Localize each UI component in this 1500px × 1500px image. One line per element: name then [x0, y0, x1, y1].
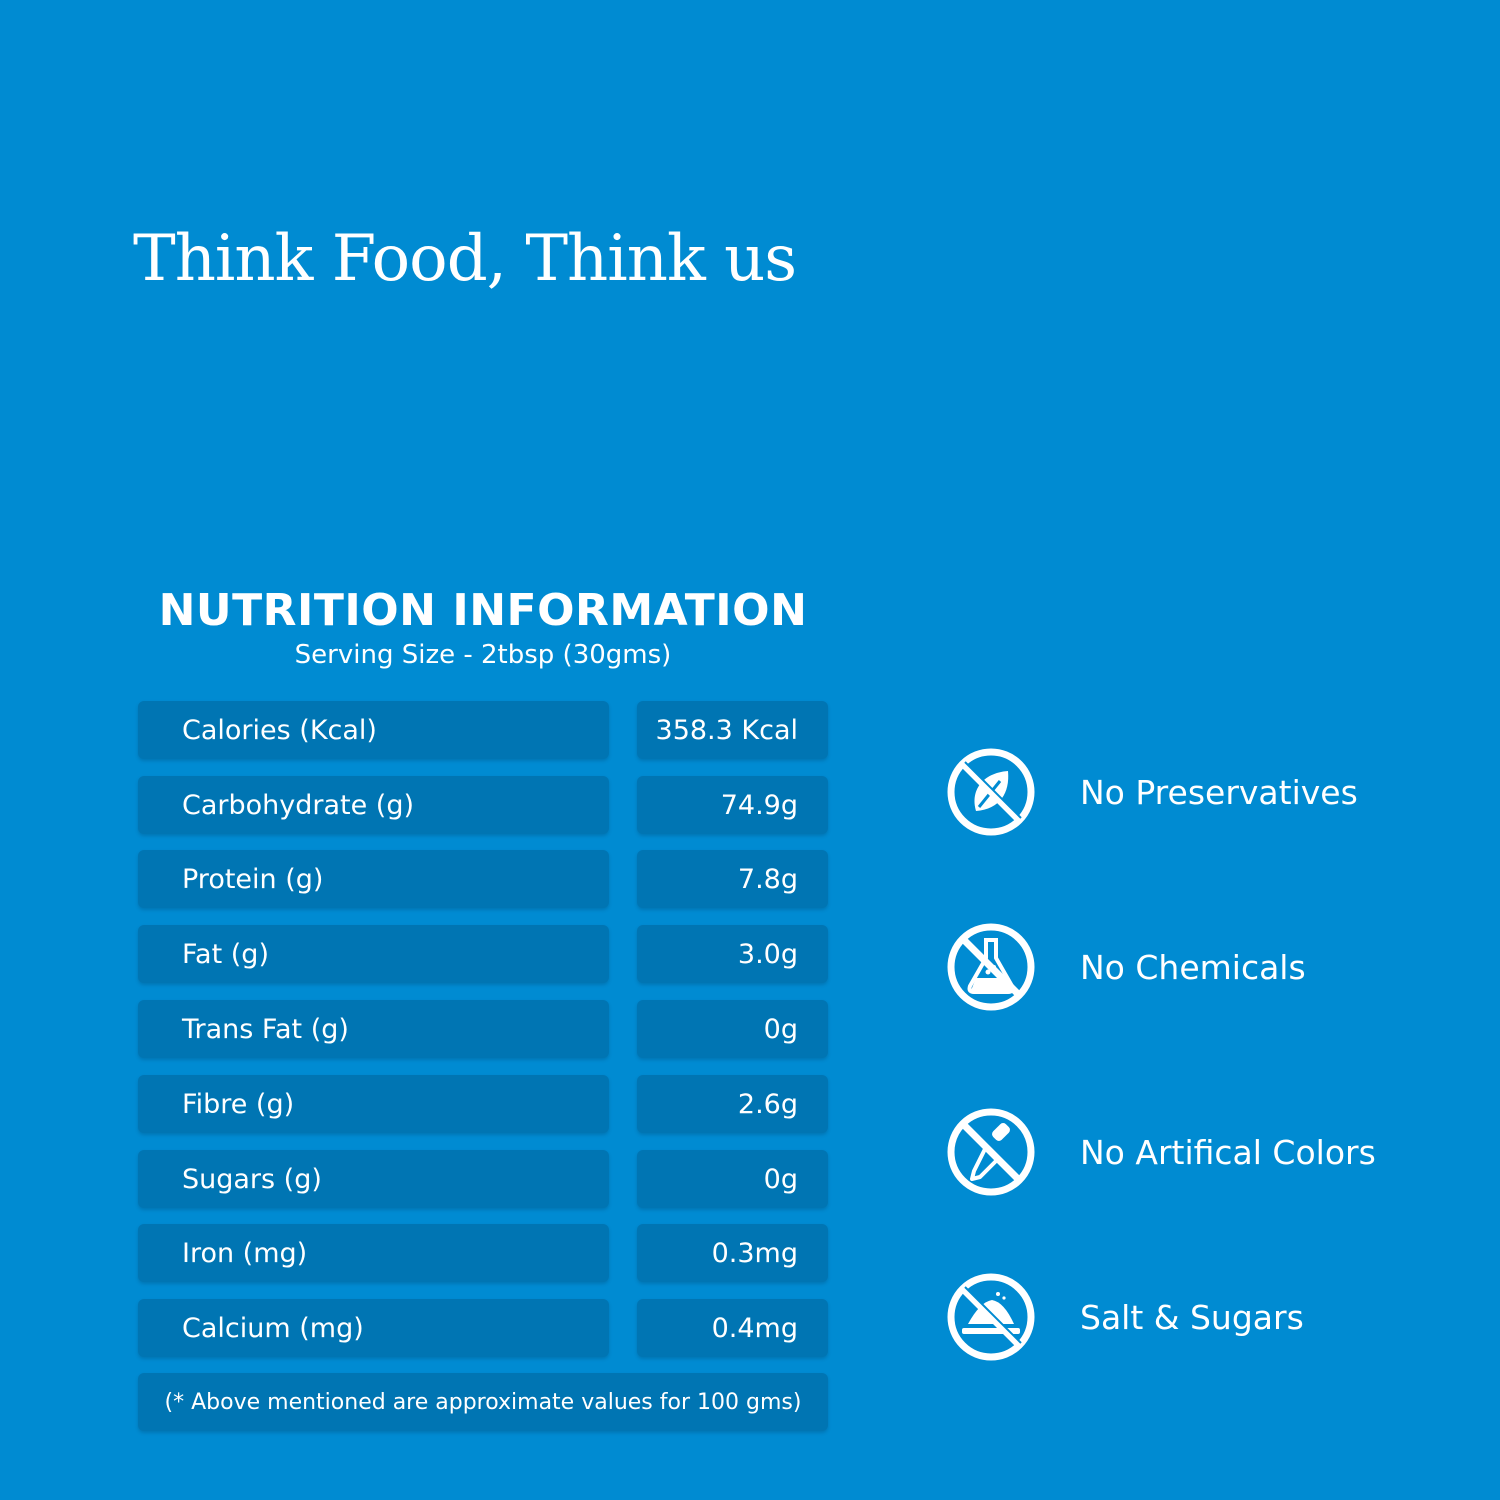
nutrition-row: Fibre (g) 2.6g: [138, 1075, 828, 1133]
nutrient-name: Calories (Kcal): [138, 701, 609, 759]
nutrient-value: 0g: [637, 1000, 828, 1058]
nutrient-name: Iron (mg): [138, 1224, 609, 1282]
no-dropper-icon: [947, 1108, 1035, 1196]
feature-item: No Artifical Colors: [946, 1107, 1466, 1197]
feature-label: Salt & Sugars: [1080, 1297, 1304, 1337]
nutrition-row: Fat (g) 3.0g: [138, 925, 828, 983]
nutrient-value: 0g: [637, 1150, 828, 1208]
nutrient-value: 358.3 Kcal: [637, 701, 828, 759]
serving-size: Serving Size - 2tbsp (30gms): [294, 640, 672, 670]
nutrition-row: Sugars (g) 0g: [138, 1150, 828, 1208]
nutrient-name: Fat (g): [138, 925, 609, 983]
feature-item: No Preservatives: [946, 747, 1466, 837]
feature-label: No Preservatives: [1080, 772, 1358, 812]
footnote: (* Above mentioned are approximate value…: [138, 1373, 828, 1431]
no-flask-icon: [947, 923, 1035, 1011]
nutrition-row: Trans Fat (g) 0g: [138, 1000, 828, 1058]
no-salt-icon: [947, 1273, 1035, 1361]
nutrition-row: Iron (mg) 0.3mg: [138, 1224, 828, 1282]
no-leaf-icon: [947, 748, 1035, 836]
feature-item: No Chemicals: [946, 922, 1466, 1012]
nutrient-value: 0.4mg: [637, 1299, 828, 1357]
nutrient-name: Fibre (g): [138, 1075, 609, 1133]
feature-item: Salt & Sugars: [946, 1272, 1466, 1362]
nutrient-name: Carbohydrate (g): [138, 776, 609, 834]
nutrition-row: Calcium (mg) 0.4mg: [138, 1299, 828, 1357]
nutrient-value: 7.8g: [637, 850, 828, 908]
nutrient-value: 0.3mg: [637, 1224, 828, 1282]
nutrient-value: 74.9g: [637, 776, 828, 834]
nutrition-row: Protein (g) 7.8g: [138, 850, 828, 908]
nutrient-name: Calcium (mg): [138, 1299, 609, 1357]
nutrition-row: Carbohydrate (g) 74.9g: [138, 776, 828, 834]
nutrition-title: NUTRITION INFORMATION: [158, 585, 808, 636]
feature-label: No Artifical Colors: [1080, 1132, 1376, 1172]
tagline: Think Food, Think us: [133, 222, 797, 296]
nutrition-row: Calories (Kcal) 358.3 Kcal: [138, 701, 828, 759]
feature-label: No Chemicals: [1080, 947, 1306, 987]
nutrient-name: Protein (g): [138, 850, 609, 908]
nutrient-name: Trans Fat (g): [138, 1000, 609, 1058]
nutrient-value: 3.0g: [637, 925, 828, 983]
nutrient-name: Sugars (g): [138, 1150, 609, 1208]
nutrient-value: 2.6g: [637, 1075, 828, 1133]
